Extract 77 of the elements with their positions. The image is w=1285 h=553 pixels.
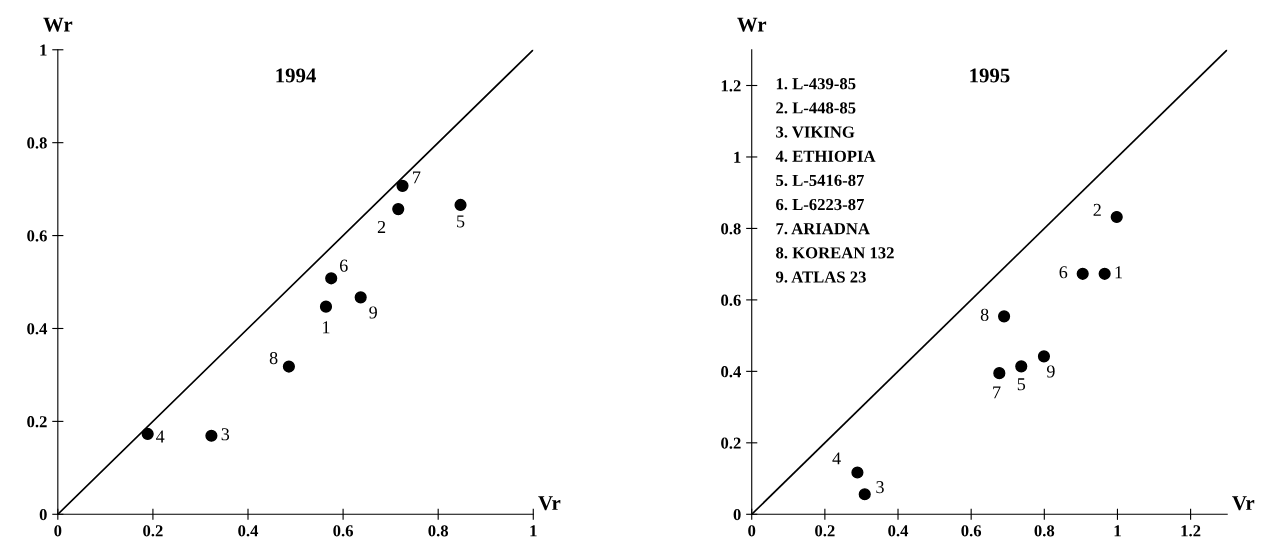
x-axis-title: Vr [538, 496, 561, 511]
point [858, 488, 871, 501]
point [454, 198, 467, 211]
y-tick-label: 0.6 [27, 230, 47, 242]
annotation: 9 [369, 306, 377, 319]
x-tick-label: 1.2 [1181, 525, 1201, 537]
annotation: 1 [1115, 266, 1122, 279]
y-axis-title: Wr [737, 17, 767, 32]
x-tick-label: 0.8 [1034, 525, 1055, 537]
y-tick-label: 0.8 [721, 223, 741, 235]
annotation: 4. ETHIOPIA [775, 150, 876, 162]
y-tick-label: 0.2 [27, 416, 47, 428]
point [1076, 267, 1089, 280]
annotation: 4 [832, 452, 841, 465]
point [993, 367, 1006, 380]
annotation: 5 [457, 215, 465, 228]
point [1037, 350, 1051, 363]
annotation: 7. ARIADNA [776, 223, 870, 235]
annotation: 2 [1093, 203, 1101, 216]
x-axis-title: Vr [1232, 496, 1255, 511]
y-tick-label: 1 [40, 44, 47, 56]
point [851, 466, 864, 479]
y-axis-title: Wr [43, 17, 73, 32]
y-tick-label: 1 [734, 151, 741, 163]
annotation: 2 [377, 220, 386, 233]
point [141, 427, 154, 441]
y-tick-label: 0.2 [721, 437, 741, 449]
x-tick-label: 0.4 [238, 525, 259, 537]
y-tick-label: 0.4 [721, 366, 741, 378]
annotation: 3 [876, 481, 884, 494]
annotation: 2. L-448-85 [776, 102, 856, 114]
point [998, 310, 1011, 323]
text: 1995 [970, 68, 1010, 83]
x-tick-label: 1 [1114, 525, 1121, 537]
y-tick-label: 1.2 [721, 80, 741, 92]
annotation: 5 [1017, 378, 1026, 391]
annotation: 9 [1046, 365, 1055, 378]
annotation: 4 [156, 430, 165, 443]
point [319, 300, 333, 313]
point [1098, 267, 1111, 280]
annotation: 9. ATLAS 23 [775, 271, 866, 283]
point [396, 179, 409, 192]
y-tick-label: 0.6 [721, 294, 741, 306]
annotation: 1 [323, 321, 330, 334]
annotation: 6 [339, 259, 348, 272]
y-tick-label: 0 [39, 508, 47, 521]
x-tick-label: 0.6 [961, 525, 982, 537]
annotation: 6 [1059, 266, 1068, 279]
annotation: 3 [221, 428, 230, 441]
x-tick-label: 0 [54, 525, 62, 537]
x-tick-label: 0 [748, 525, 756, 537]
point [1015, 360, 1028, 373]
point [1110, 210, 1123, 224]
point [392, 203, 405, 216]
point [205, 429, 218, 442]
y-tick-label: 0 [733, 508, 741, 521]
annotation: 3. VIKING [776, 126, 855, 138]
point [282, 360, 295, 373]
y-tick-label: 0.4 [27, 323, 48, 335]
annotation: 1. L-439-85 [776, 78, 856, 90]
annotation: 5. L-5416-87 [776, 174, 864, 187]
annotation: 7 [993, 386, 1001, 399]
annotation: 8. KOREAN 132 [776, 247, 894, 259]
annotation: 8 [269, 351, 278, 365]
point [354, 291, 367, 304]
text: 1994 [276, 68, 316, 83]
annotation: 6. L-6223-87 [776, 198, 864, 211]
annotation: 8 [980, 308, 989, 321]
x-tick-label: 1 [530, 525, 537, 537]
x-tick-label: 0.2 [143, 525, 163, 537]
y-tick-label: 0.8 [27, 137, 47, 149]
annotation: 7 [413, 171, 421, 184]
x-tick-label: 0.2 [815, 525, 835, 537]
x-tick-label: 0.8 [428, 525, 449, 537]
point [325, 272, 338, 285]
x-tick-label: 0.6 [333, 525, 354, 537]
x-tick-label: 0.4 [888, 525, 909, 537]
